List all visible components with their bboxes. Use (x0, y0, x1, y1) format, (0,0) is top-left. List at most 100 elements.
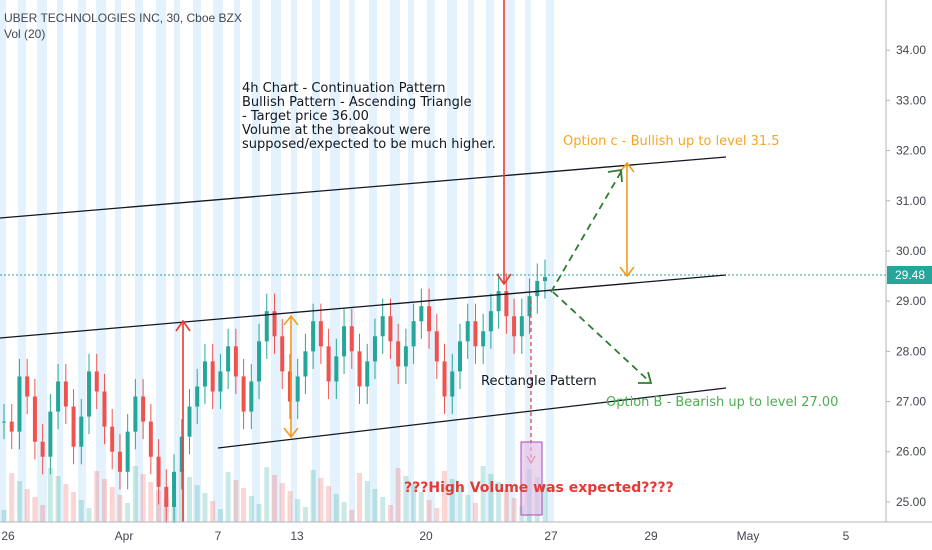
volume-bar (241, 488, 247, 522)
candle-body (434, 331, 439, 362)
candle-body (457, 341, 462, 372)
x-tick-label: 20 (419, 529, 433, 543)
volume-bar (380, 497, 386, 522)
candle-body (403, 346, 408, 367)
candles (2, 259, 547, 525)
session-band (390, 0, 400, 522)
price-axis-panel (886, 0, 932, 522)
candle-body (218, 371, 223, 392)
price-axis: 25.00 26.00 27.00 28.00 29.00 30.00 31.00 32.00… (886, 43, 926, 509)
volume-bar (287, 491, 293, 522)
candle-body (357, 351, 362, 387)
volume-bar (272, 475, 277, 522)
x-tick-label: May (737, 529, 760, 543)
volume-bar (125, 503, 131, 522)
last-price-label: 29.48 (895, 268, 925, 282)
volume-bar (318, 478, 324, 522)
candle-body (164, 486, 169, 507)
volume-bar (449, 479, 455, 522)
candle-body (257, 341, 262, 382)
volume-bar (442, 471, 448, 522)
volume-bar (341, 502, 347, 522)
volume-bar (55, 476, 61, 522)
volume-bar (387, 505, 393, 522)
candle-body (342, 326, 347, 357)
volume-bar (418, 492, 424, 522)
volume-bar (496, 482, 502, 522)
time-axis-panel (0, 523, 932, 550)
candle-body (233, 346, 238, 377)
candle-body (210, 361, 215, 392)
session-band (234, 0, 240, 522)
candle-body (488, 311, 493, 332)
volume-bar (202, 493, 208, 522)
candle-body (442, 361, 447, 397)
volume-bar (117, 495, 123, 522)
session-band (486, 0, 494, 522)
candle-body (148, 421, 153, 457)
candle-body (450, 371, 455, 397)
volume-indicator-label[interactable]: Vol (20) (4, 27, 46, 41)
candle-body (9, 421, 14, 432)
volume-bar (78, 500, 84, 522)
candle-body (543, 277, 547, 282)
volume-bar (94, 471, 100, 522)
y-tick-label: 32.00 (896, 144, 926, 158)
note-line-5: supposed/expected to be much higher. (242, 137, 496, 152)
session-band (213, 0, 223, 522)
x-tick-label: 27 (544, 529, 558, 543)
candle-body (465, 321, 470, 342)
candle-body (411, 321, 416, 347)
x-tick-label: 7 (215, 529, 222, 543)
upper-channel-line[interactable] (0, 156, 727, 219)
volume-bar (71, 492, 77, 522)
volume-bar (24, 489, 30, 522)
candle-body (125, 431, 130, 472)
candle-body (334, 356, 339, 382)
y-tick-label: 33.00 (896, 93, 926, 107)
time-axis: 26 Apr 7 13 20 27 29 May 5 (1, 529, 849, 543)
candle-body (226, 346, 231, 372)
candle-body (318, 321, 323, 347)
volume-bar (225, 472, 231, 522)
volume-bar (148, 482, 154, 522)
volume-bar (132, 466, 138, 522)
volume-bar (32, 497, 38, 522)
volume-bar (256, 504, 262, 522)
candle-body (295, 376, 300, 402)
candle-body (32, 396, 37, 442)
candle-body (2, 421, 6, 423)
candle-body (527, 296, 532, 317)
lower-channel-line[interactable] (217, 387, 727, 449)
candle-body (141, 396, 146, 422)
candle-body (133, 396, 138, 432)
middle-channel-line[interactable] (0, 274, 727, 339)
candle-body (71, 406, 76, 447)
candle-body (17, 376, 22, 432)
session-band (427, 0, 435, 522)
candle-body (40, 441, 45, 457)
candle-body (117, 451, 122, 472)
last-price-tag (887, 266, 932, 284)
symbol-title: UBER TECHNOLOGIES INC, 30, Cboe BZX (4, 11, 242, 25)
session-bands (0, 0, 554, 522)
volume-bar (434, 508, 440, 522)
candle-body (172, 471, 177, 507)
volume-bar (210, 501, 216, 522)
candle-body (110, 426, 115, 452)
candle-body (311, 321, 316, 352)
volume-bar (480, 466, 486, 522)
session-band (96, 0, 106, 522)
volume-bar (488, 474, 494, 522)
session-band (349, 0, 355, 522)
volume-bar (101, 479, 107, 522)
volume-bar (233, 480, 239, 522)
session-band (546, 0, 554, 522)
volume-bar (186, 477, 192, 522)
session-band (193, 0, 201, 522)
volume-bar (179, 469, 185, 522)
session-band (291, 0, 297, 522)
note-line-3: - Target price 36.00 (242, 109, 369, 124)
